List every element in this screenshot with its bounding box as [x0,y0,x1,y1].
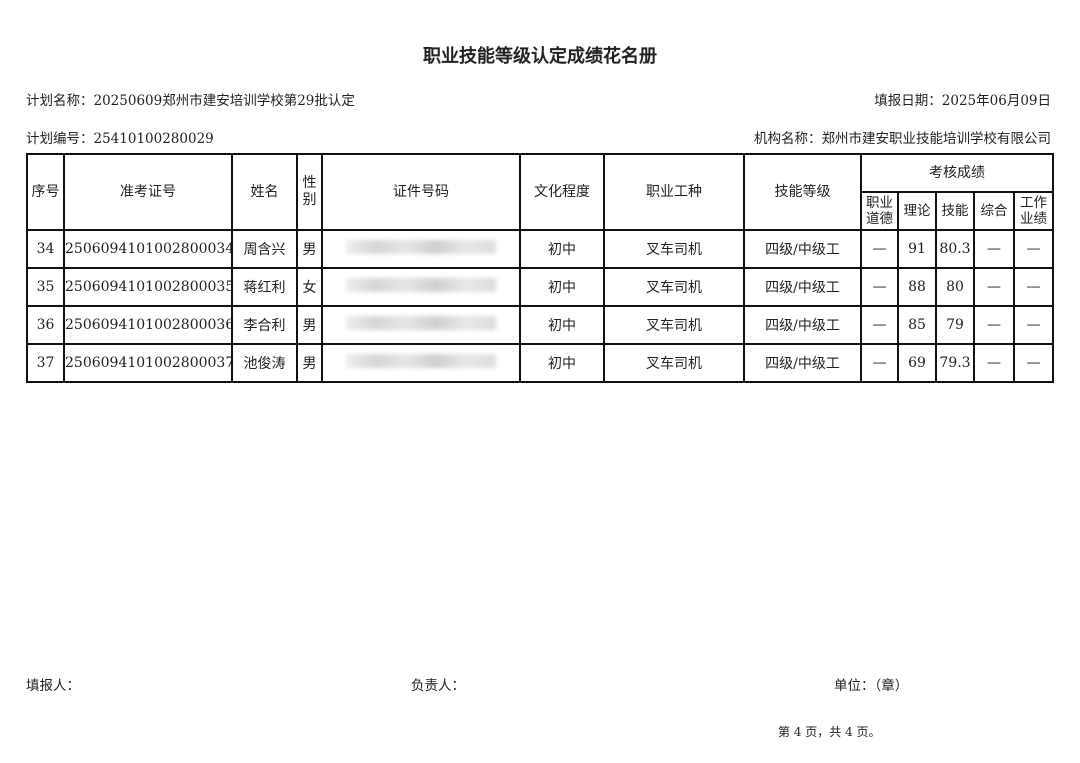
cell-ethics: — [860,343,899,383]
redacted-blur [346,240,496,254]
plan-number: 计划编号：25410100280029 [26,131,214,147]
header-performance: 工作业绩 [1012,191,1055,231]
cell-skill: 80.3 [935,229,975,269]
header-occupation: 职业工种 [603,153,745,231]
cell-id-redacted [321,267,521,307]
cell-name: 李合利 [231,305,298,345]
cell-gender: 男 [296,343,323,383]
footer-filler: 填报人： [26,678,80,694]
cell-performance: — [1012,229,1055,269]
table-row: 35 2506094101002800035 蒋红利女初中 叉车司机 四级/中级工 —88… [26,267,1055,307]
table-row: 34 2506094101002800034 周含兴男初中 叉车司机 四级/中级工 —91… [26,229,1055,269]
cell-name: 周含兴 [231,229,298,269]
cell-name: 池俊涛 [231,343,298,383]
cell-seq: 34 [26,229,65,269]
cell-seq: 36 [26,305,65,345]
cell-occupation: 叉车司机 [603,305,745,345]
cell-ethics: — [860,305,899,345]
cell-occupation: 叉车司机 [603,229,745,269]
header-theory: 理论 [897,191,937,231]
cell-id-redacted [321,343,521,383]
header-level: 技能等级 [743,153,862,231]
cell-ticket: 2506094101002800036 [63,305,233,345]
cell-education: 初中 [519,267,605,307]
page-indicator: 第 4 页，共 4 页。 [778,725,881,739]
cell-seq: 37 [26,343,65,383]
org-name: 机构名称：郑州市建安职业技能培训学校有限公司 [754,131,1051,147]
cell-gender: 男 [296,305,323,345]
cell-id-redacted [321,229,521,269]
footer-responsible: 负责人： [411,678,465,694]
header-ticket: 准考证号 [63,153,233,231]
cell-theory: 85 [897,305,937,345]
cell-ticket: 2506094101002800035 [63,267,233,307]
cell-education: 初中 [519,305,605,345]
table-row: 37 2506094101002800037 池俊涛男初中 叉车司机 四级/中级工 —69… [26,343,1055,383]
cell-education: 初中 [519,229,605,269]
plan-name: 计划名称：20250609郑州市建安培训学校第29批认定 [26,93,355,109]
cell-name: 蒋红利 [231,267,298,307]
cell-skill: 79 [935,305,975,345]
cell-skill: 80 [935,267,975,307]
page-title: 职业技能等级认定成绩花名册 [423,46,657,67]
cell-skill: 79.3 [935,343,975,383]
cell-level: 四级/中级工 [743,343,862,383]
cell-gender: 女 [296,267,323,307]
cell-gender: 男 [296,229,323,269]
header-seq: 序号 [26,153,65,231]
cell-occupation: 叉车司机 [603,343,745,383]
cell-performance: — [1012,305,1055,345]
cell-theory: 69 [897,343,937,383]
cell-id-redacted [321,305,521,345]
cell-performance: — [1012,343,1055,383]
fill-date: 填报日期：2025年06月09日 [874,93,1051,109]
cell-education: 初中 [519,343,605,383]
cell-overall: — [973,343,1015,383]
cell-seq: 35 [26,267,65,307]
cell-ticket: 2506094101002800037 [63,343,233,383]
cell-ticket: 2506094101002800034 [63,229,233,269]
header-scores: 考核成绩 [859,153,1055,193]
cell-performance: — [1012,267,1055,307]
table-row: 36 2506094101002800036 李合利男初中 叉车司机 四级/中级工 —85… [26,305,1055,345]
redacted-blur [346,278,496,292]
cell-level: 四级/中级工 [743,229,862,269]
cell-overall: — [973,229,1015,269]
redacted-blur [346,354,496,368]
header-id: 证件号码 [321,153,521,231]
header-education: 文化程度 [519,153,605,231]
cell-overall: — [973,305,1015,345]
header-ethics: 职业道德 [860,191,899,231]
cell-occupation: 叉车司机 [603,267,745,307]
cell-ethics: — [860,267,899,307]
footer-unit: 单位：（章） [834,678,909,694]
score-table: 序号 准考证号 姓名 性别 证件号码 文化程度 职业工种 技能等级 考核成绩 职… [26,153,1055,383]
header-skill: 技能 [935,191,975,231]
cell-level: 四级/中级工 [743,305,862,345]
cell-theory: 91 [897,229,937,269]
cell-overall: — [973,267,1015,307]
redacted-blur [346,316,496,330]
cell-theory: 88 [897,267,937,307]
cell-level: 四级/中级工 [743,267,862,307]
cell-ethics: — [860,229,899,269]
header-name: 姓名 [231,153,298,231]
header-gender: 性别 [296,153,323,231]
header-overall: 综合 [973,191,1015,231]
